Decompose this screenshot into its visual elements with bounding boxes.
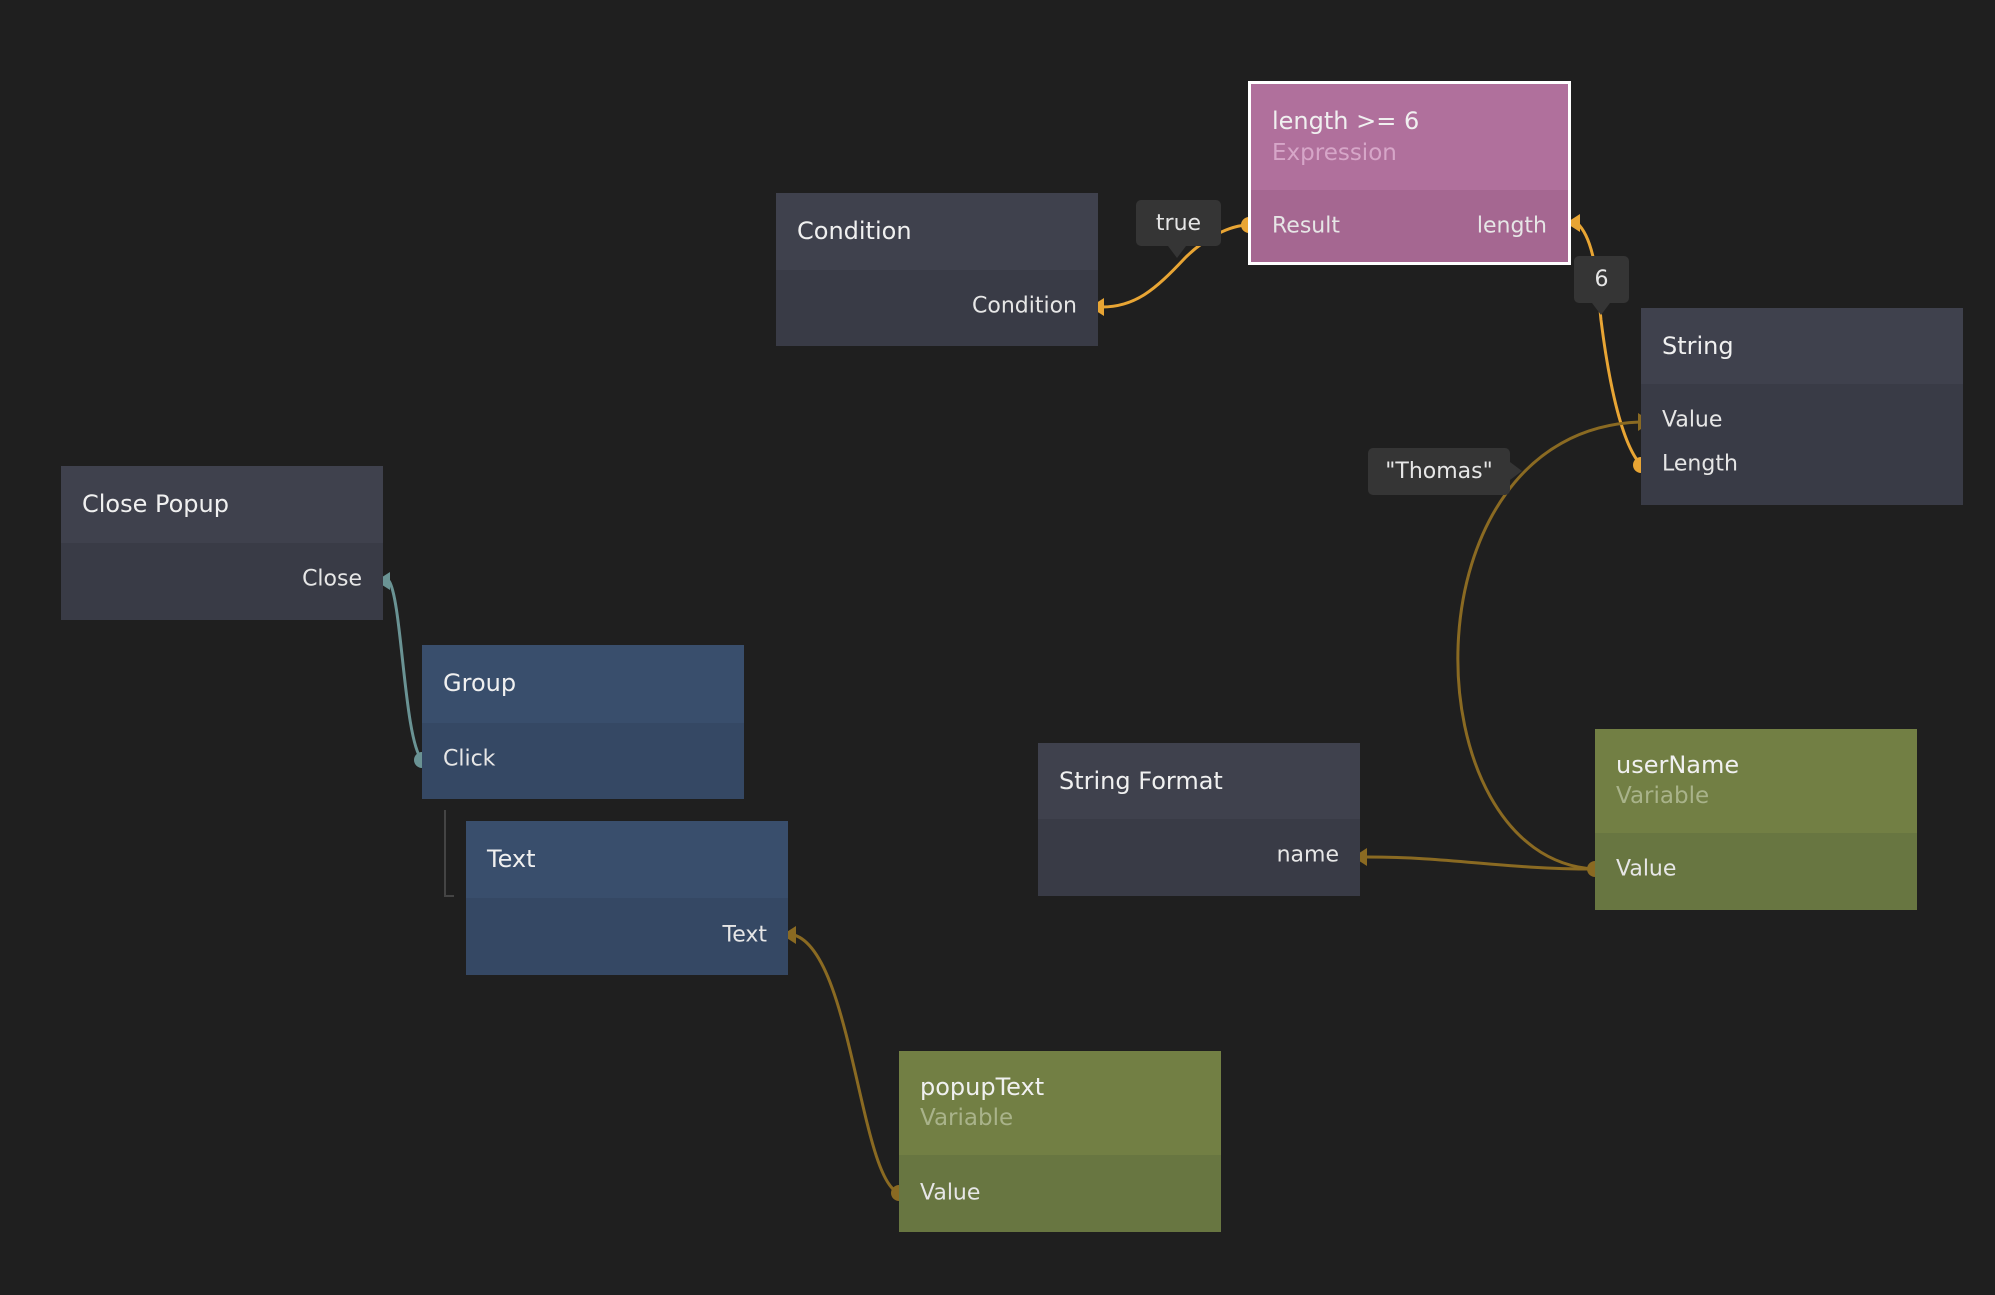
port-condition[interactable]: Condition	[972, 293, 1077, 319]
value-label-text: "Thomas"	[1385, 459, 1493, 484]
popuptext-variable-node[interactable]: popupText Variable Value	[899, 1051, 1221, 1232]
port-length[interactable]: Length	[1662, 451, 1738, 477]
wire-click-to-close[interactable]	[387, 580, 424, 761]
node-title: length >= 6	[1272, 107, 1420, 135]
hierarchy-line	[444, 810, 454, 897]
wire-length-to-expression[interactable]	[1575, 221, 1643, 467]
label-pointer-icon	[1168, 246, 1186, 258]
expression-node[interactable]: length >= 6 Expression Result length	[1248, 81, 1571, 265]
close-popup-node[interactable]: Close Popup Close	[61, 466, 383, 620]
port-value[interactable]: Value	[1616, 856, 1677, 882]
node-title: Condition	[797, 217, 912, 245]
port-result[interactable]: Result	[1272, 213, 1340, 239]
port-click[interactable]: Click	[443, 746, 496, 772]
node-title: String	[1662, 332, 1734, 360]
value-label-text: true	[1155, 210, 1202, 236]
group-node[interactable]: Group Click	[422, 645, 744, 799]
node-title: Close Popup	[82, 490, 229, 518]
node-subtitle: Expression	[1272, 140, 1397, 166]
port-text[interactable]: Text	[722, 922, 768, 948]
node-subtitle: Variable	[1616, 783, 1710, 809]
wire-popuptext-to-text[interactable]	[793, 933, 900, 1195]
string-node[interactable]: String Value Length	[1641, 308, 1963, 505]
label-pointer-icon	[1510, 462, 1522, 480]
port-name[interactable]: name	[1276, 842, 1339, 868]
value-label-true: true	[1136, 200, 1221, 258]
wire-username-to-string-value[interactable]	[1456, 420, 1641, 871]
node-title: popupText	[920, 1073, 1045, 1101]
string-format-node[interactable]: String Format name	[1038, 743, 1360, 896]
label-pointer-icon	[1592, 303, 1610, 315]
text-node[interactable]: Text Text	[466, 821, 788, 975]
value-label-6: 6	[1574, 256, 1629, 315]
port-close[interactable]: Close	[302, 566, 362, 592]
wire-username-to-format-name[interactable]	[1365, 855, 1596, 871]
wire-result-to-condition[interactable]	[1101, 223, 1250, 309]
port-value[interactable]: Value	[1662, 407, 1723, 433]
port-length[interactable]: length	[1476, 213, 1547, 239]
node-subtitle: Variable	[920, 1105, 1014, 1131]
arrow-format-name-input	[1353, 848, 1367, 866]
arrow-close-input	[376, 572, 390, 590]
username-variable-node[interactable]: userName Variable Value	[1595, 729, 1917, 910]
condition-node[interactable]: Condition Condition	[776, 193, 1098, 346]
value-label-text: 6	[1594, 267, 1609, 292]
arrow-text-input	[782, 926, 796, 944]
port-value[interactable]: Value	[920, 1180, 981, 1206]
node-title: Text	[487, 845, 536, 873]
node-title: userName	[1616, 751, 1740, 779]
node-title: Group	[443, 669, 517, 697]
value-label-thomas: "Thomas"	[1368, 448, 1522, 495]
node-title: String Format	[1059, 767, 1223, 795]
arrow-length-input	[1566, 214, 1580, 232]
